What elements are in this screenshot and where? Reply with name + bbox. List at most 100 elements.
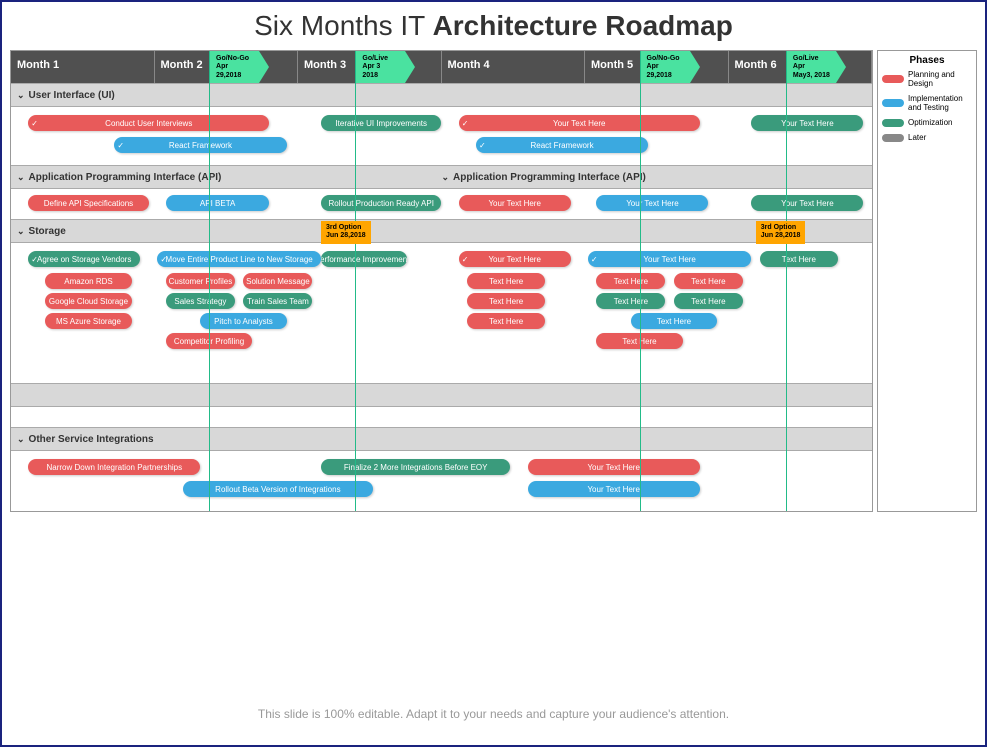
task-label: Move Entire Product Line to New Storage: [166, 255, 313, 264]
task-label: Your Text Here: [781, 199, 833, 208]
task-label: Text Here: [691, 297, 725, 306]
task-label: Your Text Here: [488, 199, 540, 208]
check-icon: ✓: [31, 119, 38, 128]
check-icon: ✓: [462, 255, 469, 264]
chevron-down-icon: ⌄: [442, 172, 450, 183]
task-pill: ✓React Framework: [476, 137, 648, 153]
task-label: Text Here: [614, 297, 648, 306]
task-label: Narrow Down Integration Partnerships: [47, 463, 183, 472]
check-icon: ✓: [462, 119, 469, 128]
task-pill: Your Text Here: [528, 459, 700, 475]
task-label: Iterative UI Improvements: [335, 119, 427, 128]
task-label: Pitch to Analysts: [214, 317, 273, 326]
check-icon: ✓: [160, 255, 167, 264]
task-pill: Your Text Here: [596, 195, 708, 211]
task-pill: ✓Agree on Storage Vendors: [28, 251, 140, 267]
track-area: Define API Specifications API BETA Rollout…: [11, 189, 872, 219]
legend-pill: [882, 75, 904, 83]
section-header: ⌄Application Programming Interface (API)…: [11, 165, 872, 189]
task-label: Your Text Here: [488, 255, 540, 264]
legend-item: Optimization: [882, 118, 972, 127]
task-label: Your Text Here: [587, 485, 639, 494]
check-icon: ✓: [117, 141, 124, 150]
task-pill: Rollout Beta Version of Integrations: [183, 481, 372, 497]
task-label: Finalize 2 More Integrations Before EOY: [344, 463, 488, 472]
section-title: Other Service Integrations: [29, 434, 154, 445]
task-pill: Performance Improvements: [321, 251, 407, 267]
legend-label: Implementation and Testing: [908, 94, 972, 112]
task-pill: Finalize 2 More Integrations Before EOY: [321, 459, 510, 475]
task-label: Text Here: [489, 277, 523, 286]
task-label: Agree on Storage Vendors: [37, 255, 131, 264]
task-label: React Framework: [169, 141, 232, 150]
task-label: Text Here: [657, 317, 691, 326]
title-bold: Architecture Roadmap: [433, 10, 733, 41]
task-pill: Text Here: [467, 273, 544, 289]
legend-item: Implementation and Testing: [882, 94, 972, 112]
task-pill: Define API Specifications: [28, 195, 149, 211]
milestone-vline: [209, 83, 210, 511]
chevron-down-icon: ⌄: [17, 434, 25, 445]
task-pill: Pitch to Analysts: [200, 313, 286, 329]
task-pill: Your Text Here: [751, 195, 863, 211]
footer-text: This slide is 100% editable. Adapt it to…: [2, 707, 985, 721]
section-header: ⌄Storage: [11, 219, 872, 243]
task-label: Sales Strategy: [174, 297, 226, 306]
task-pill: Your Text Here: [528, 481, 700, 497]
task-pill: ✓Your Text Here: [459, 115, 700, 131]
task-label: Text Here: [489, 297, 523, 306]
section-header-cell: ⌄Application Programming Interface (API): [442, 172, 867, 183]
legend-pill: [882, 119, 904, 127]
task-pill: Solution Message: [243, 273, 312, 289]
task-pill: Customer Profiles: [166, 273, 235, 289]
legend-item: Planning and Design: [882, 70, 972, 88]
task-label: Text Here: [691, 277, 725, 286]
chevron-down-icon: ⌄: [17, 90, 25, 101]
task-pill: Iterative UI Improvements: [321, 115, 442, 131]
legend-title: Phases: [882, 55, 972, 66]
milestone-marker: Go/No-GoApr 29,2018: [209, 51, 259, 83]
chevron-down-icon: ⌄: [17, 172, 25, 183]
task-label: Your Text Here: [781, 119, 833, 128]
month-header-row: Month 1Month 2Month 3Month 4Month 5Month…: [11, 51, 872, 83]
task-pill: Text Here: [596, 293, 665, 309]
milestone-marker: Go/Live AprMay3, 2018: [786, 51, 836, 83]
task-pill: ✓ React Framework: [114, 137, 286, 153]
task-label: API BETA: [200, 199, 235, 208]
task-pill: Train Sales Team: [243, 293, 312, 309]
task-label: Rollout Production Ready API: [329, 199, 434, 208]
slide: Six Months IT Architecture Roadmap Month…: [0, 0, 987, 747]
task-pill: Your Text Here: [459, 195, 571, 211]
task-pill: Amazon RDS: [45, 273, 131, 289]
track-area: ✓Agree on Storage Vendors✓Move Entire Pr…: [11, 243, 872, 383]
check-icon: ✓: [591, 255, 598, 264]
section-header: [11, 383, 872, 407]
month-col: Month 4: [442, 51, 586, 83]
task-label: Solution Message: [246, 277, 310, 286]
task-pill: ✓ Conduct User Interviews: [28, 115, 269, 131]
section-header-cell: ⌄ Other Service Integrations: [17, 434, 866, 445]
callout-marker: 3rd OptionJun 28,2018: [756, 221, 806, 244]
task-label: Google Cloud Storage: [49, 297, 128, 306]
task-label: Performance Improvements: [321, 255, 407, 264]
legend-pill: [882, 99, 904, 107]
chart-wrap: Month 1Month 2Month 3Month 4Month 5Month…: [10, 50, 977, 512]
milestone-vline: [640, 83, 641, 511]
title-plain: Six Months IT: [254, 10, 432, 41]
task-pill: Rollout Production Ready API: [321, 195, 442, 211]
task-pill: MS Azure Storage: [45, 313, 131, 329]
task-pill: ✓Your Text Here: [588, 251, 752, 267]
section-title: Application Programming Interface (API): [453, 172, 646, 183]
check-icon: ✓: [479, 141, 486, 150]
task-pill: Text Here: [674, 293, 743, 309]
task-label: MS Azure Storage: [56, 317, 121, 326]
task-pill: Google Cloud Storage: [45, 293, 131, 309]
section-header-cell: ⌄User Interface (UI): [17, 90, 866, 101]
task-label: Define API Specifications: [44, 199, 133, 208]
milestone-vline: [355, 83, 356, 511]
task-label: Conduct User Interviews: [105, 119, 192, 128]
section-header: ⌄User Interface (UI): [11, 83, 872, 107]
task-label: Rollout Beta Version of Integrations: [215, 485, 340, 494]
task-label: Customer Profiles: [169, 277, 233, 286]
task-pill: Text Here: [760, 251, 837, 267]
